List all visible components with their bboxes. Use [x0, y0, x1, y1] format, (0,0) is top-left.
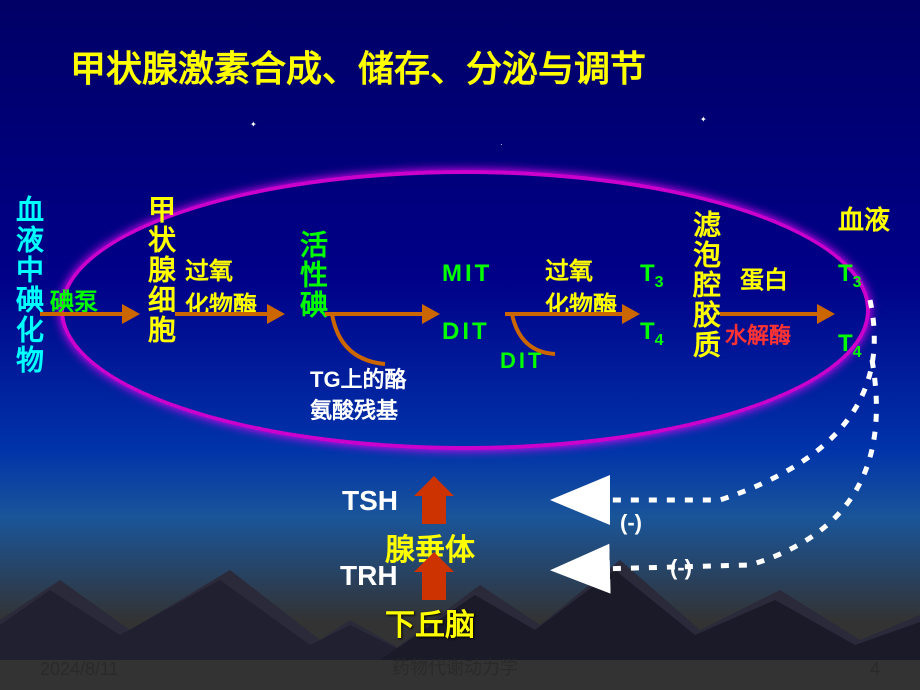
curve-tg [330, 312, 390, 367]
cell-ellipse [60, 170, 870, 450]
label-dit1: DIT [442, 318, 490, 346]
star: ✦ [700, 115, 707, 124]
arrow-3-head [422, 304, 440, 324]
slide-title: 甲状腺激素合成、储存、分泌与调节 [70, 40, 646, 92]
block-arrow-tsh [422, 494, 446, 524]
label-hypothalamus: 下丘脑 [385, 600, 475, 644]
tg-l1: TG上的酪 [310, 365, 407, 396]
footer-date: 2024/8/11 [40, 659, 119, 680]
label-neg1: (-) [620, 510, 642, 536]
footer-page: 4 [870, 659, 880, 680]
curve-dit [510, 312, 560, 357]
label-mit: MIT [442, 260, 492, 288]
label-tg-residue: TG上的酪 氨酸残基 [310, 365, 407, 427]
tg-l2: 氨酸残基 [310, 396, 407, 427]
block-arrow-trh [422, 570, 446, 600]
arrow-5-head [817, 304, 835, 324]
arrow-4-head [622, 304, 640, 324]
label-blood: 血液 [838, 200, 890, 237]
label-hydrolase: 水解酶 [725, 318, 791, 350]
label-trh: TRH [340, 560, 398, 592]
arrow-1-head [122, 304, 140, 324]
label-t3-2: T3 [838, 260, 862, 292]
label-thyroid-cell: 甲状腺细胞 [140, 195, 180, 345]
label-tsh: TSH [342, 485, 398, 517]
label-t4-1: T4 [640, 318, 664, 350]
arrow-5 [720, 312, 820, 316]
label-protein: 蛋白 [740, 260, 788, 295]
peroxidase1-l2: 化物酶 [185, 289, 257, 323]
label-blood-iodide: 血液中碘化物 [8, 195, 48, 375]
label-neg2: (-) [670, 555, 692, 581]
peroxidase1-l1: 过氧 [185, 255, 257, 289]
label-active-iodine: 活性碘 [292, 230, 332, 320]
peroxidase2-l1: 过氧 [545, 255, 617, 289]
label-follicle: 滤泡腔胶质 [685, 210, 725, 360]
label-t3-1: T3 [640, 260, 664, 292]
label-t4-2: T4 [838, 330, 862, 362]
star: · [500, 140, 503, 149]
arrow-1 [40, 312, 125, 316]
arrow-2 [175, 312, 270, 316]
arrow-2-head [267, 304, 285, 324]
footer-watermark: 药物代谢动力学 [392, 654, 518, 680]
star: ✦ [250, 120, 257, 129]
